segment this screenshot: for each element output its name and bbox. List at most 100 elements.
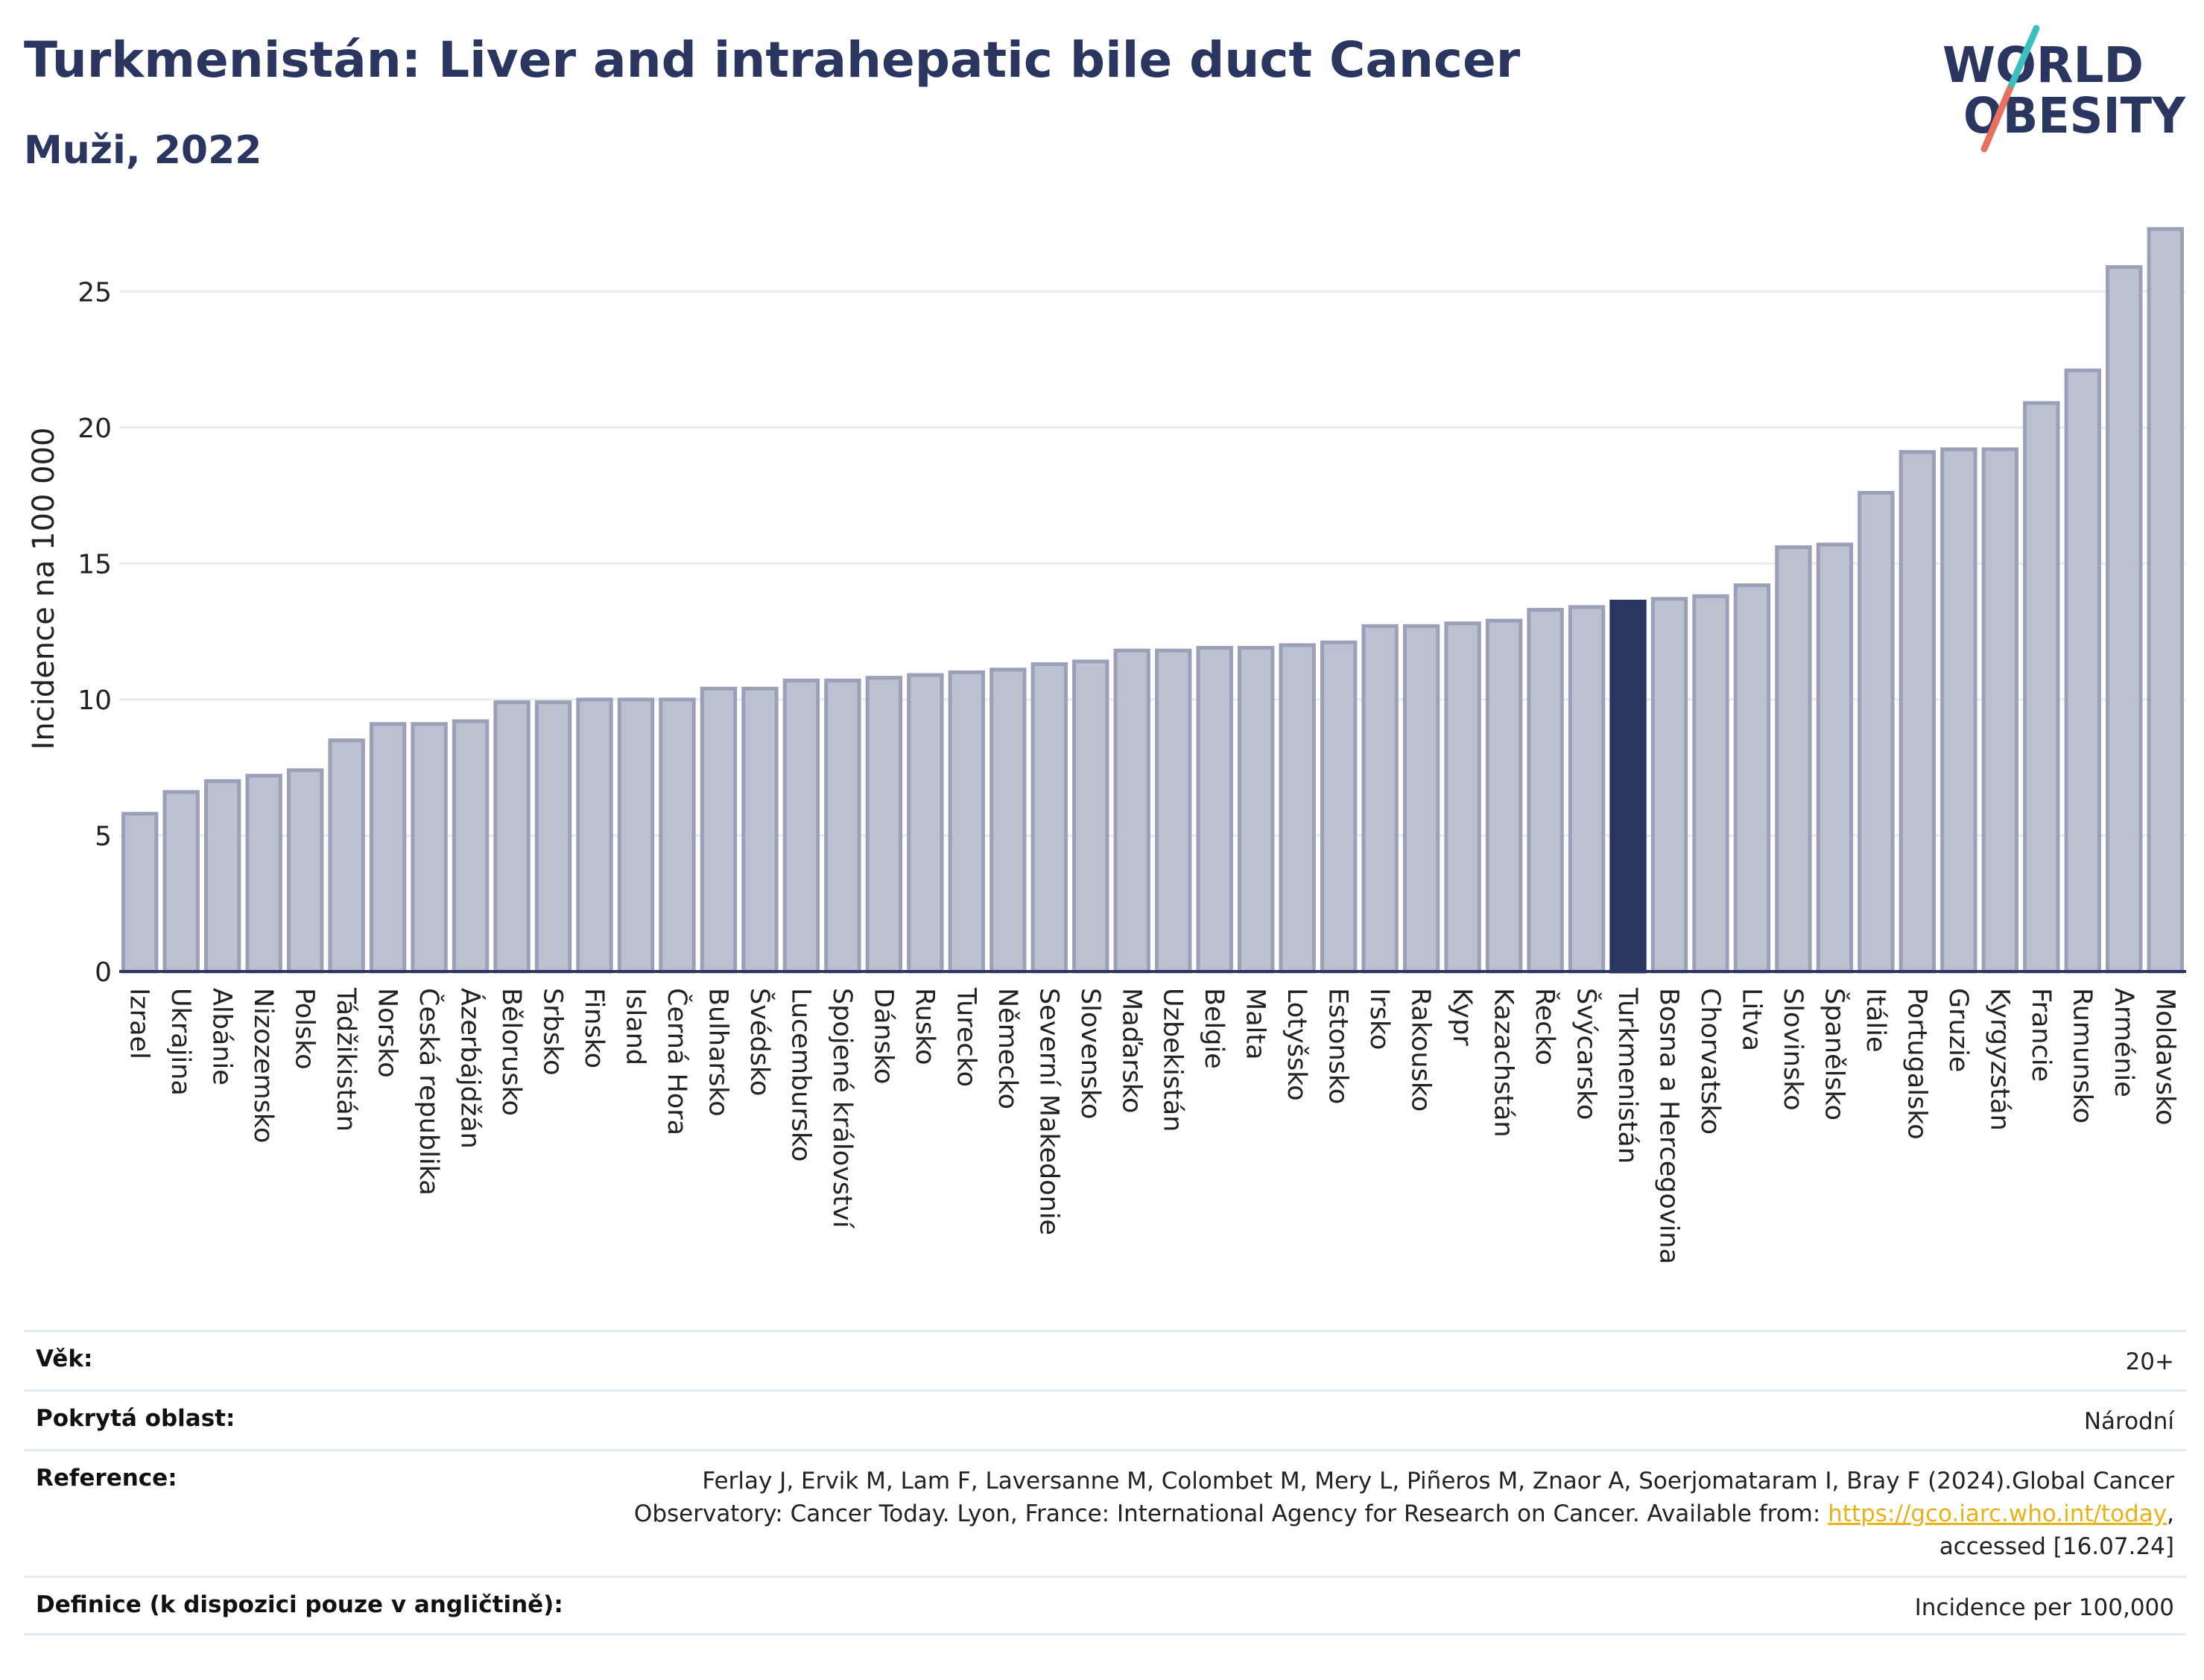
bar [865, 676, 903, 974]
x-tick-label: Malta [1241, 988, 1270, 1060]
y-tick-labels: 0 5 10 15 20 25 [77, 277, 112, 988]
y-tick-label: 25 [77, 277, 112, 308]
bar [907, 673, 944, 974]
bar [1858, 490, 1895, 974]
x-tick-label: Černá Hora [662, 988, 693, 1135]
bar [617, 697, 655, 974]
x-tick-label: Bosna a Hercegovina [1654, 988, 1684, 1264]
bar [1733, 583, 1771, 974]
bar [1402, 624, 1440, 974]
x-tick-label: Řecko [1530, 988, 1561, 1065]
x-tick-label: Gruzie [1943, 988, 1973, 1072]
bar [121, 811, 159, 974]
bar [1361, 624, 1399, 974]
x-tick-label: Nizozemsko [248, 988, 278, 1143]
x-tick-label: Kyrgyzstán [1984, 988, 2014, 1131]
x-tick-label: Moldavsko [2150, 988, 2179, 1125]
bar [286, 768, 324, 974]
coverage-value: Národní [2083, 1408, 2174, 1435]
x-tick-label: Island [621, 988, 650, 1065]
x-tick-label: Polsko [290, 988, 320, 1070]
bar [245, 773, 282, 974]
bar [1775, 545, 1812, 974]
bar [1072, 659, 1109, 974]
x-tick-label: Severní Makedonie [1033, 988, 1063, 1235]
x-tick-label: Bělorusko [496, 988, 526, 1116]
reference-row: Reference: Ferlay J, Ervik M, Lam F, Lav… [24, 1449, 2186, 1576]
bar [576, 697, 613, 974]
x-tick-label: Finsko [579, 988, 609, 1068]
bar [1650, 597, 1688, 974]
bar [1692, 594, 1729, 974]
bar [1899, 450, 1937, 974]
x-tick-label: Ukrajina [165, 988, 195, 1096]
bar [824, 678, 861, 974]
bar [411, 722, 448, 974]
bar [1485, 618, 1523, 974]
bars [121, 226, 2184, 974]
bar [534, 700, 572, 974]
bar [2064, 368, 2101, 974]
reference-label: Reference: [36, 1465, 177, 1492]
y-tick-label: 5 [95, 821, 112, 852]
bar [989, 668, 1027, 974]
bar [369, 722, 407, 974]
reference-link[interactable]: https://gco.iarc.who.int/today [1828, 1500, 2167, 1527]
chart-subtitle: Muži, 2022 [24, 128, 262, 173]
x-tick-label: Německo [992, 988, 1022, 1109]
x-tick-label: Spojené království [827, 988, 857, 1229]
y-tick-label: 15 [77, 549, 112, 580]
x-tick-label: Kypr [1447, 988, 1477, 1046]
x-tick-label: Ázerbájdžán [455, 988, 487, 1149]
bar [162, 790, 200, 974]
bar [1816, 542, 1854, 974]
x-tick-label: Slovinsko [1778, 988, 1808, 1111]
bar [1981, 447, 2019, 974]
bar [782, 678, 820, 974]
x-tick-label: Slovensko [1075, 988, 1105, 1119]
bar-highlighted [1609, 599, 1647, 974]
x-tick-label: Kazachstán [1489, 988, 1519, 1138]
x-tick-label: Francie [2026, 988, 2056, 1082]
x-tick-label: Bulharsko [703, 988, 732, 1117]
x-tick-label: Lotyšsko [1282, 988, 1311, 1101]
bar [1320, 640, 1358, 974]
x-tick-label: Albánie [207, 988, 237, 1085]
bar [1113, 648, 1150, 974]
x-tick-label: Švédsko [744, 988, 776, 1096]
chart-title: Turkmenistán: Liver and intrahepatic bil… [24, 31, 1521, 89]
bar-chart: 0 5 10 15 20 25 Izrael Ukrajina Albánie Nizozems… [27, 226, 2186, 1264]
bar [452, 719, 490, 974]
bar [1568, 605, 1606, 974]
x-tick-label: Švýcarsko [1571, 988, 1603, 1120]
x-tick-label: Irsko [1364, 988, 1394, 1050]
bar [1940, 447, 1977, 974]
age-row: Věk: 20+ [24, 1330, 2186, 1389]
reference-line-2: Observatory: Cancer Today. Lyon, France:… [634, 1497, 2174, 1530]
x-tick-labels: Izrael Ukrajina Albánie Nizozemsko Polsko Tád… [124, 987, 2180, 1264]
x-tick-label: Norsko [373, 988, 402, 1078]
bar [328, 738, 365, 974]
x-tick-label: Izrael [124, 988, 154, 1059]
y-tick-label: 0 [95, 957, 112, 988]
bar [1238, 646, 1275, 974]
bar [1444, 621, 1481, 974]
coverage-row: Pokrytá oblast: Národní [24, 1389, 2186, 1449]
bar [1030, 662, 1068, 974]
bar [204, 779, 241, 974]
y-tick-label: 10 [77, 685, 112, 716]
bar [2023, 401, 2060, 974]
x-tick-label: Itálie [1861, 988, 1890, 1052]
y-tick-label: 20 [77, 413, 112, 444]
bar [700, 686, 738, 974]
x-tick-label: Uzbekistán [1158, 988, 1188, 1132]
bar [948, 670, 986, 974]
bar [1196, 646, 1233, 974]
x-tick-label: Rakousko [1406, 988, 1436, 1112]
x-tick-label: Portugalsko [1901, 988, 1931, 1140]
x-tick-label: Chorvatsko [1695, 988, 1725, 1135]
bar [1155, 648, 1192, 974]
x-tick-label: Česká republika [414, 988, 445, 1196]
bar [493, 700, 531, 974]
reference-line-2-end: , [2167, 1500, 2174, 1527]
